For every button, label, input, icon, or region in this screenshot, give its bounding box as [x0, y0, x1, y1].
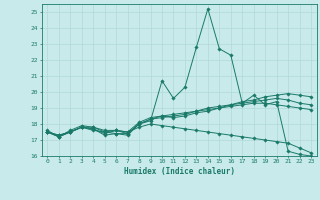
X-axis label: Humidex (Indice chaleur): Humidex (Indice chaleur) — [124, 167, 235, 176]
